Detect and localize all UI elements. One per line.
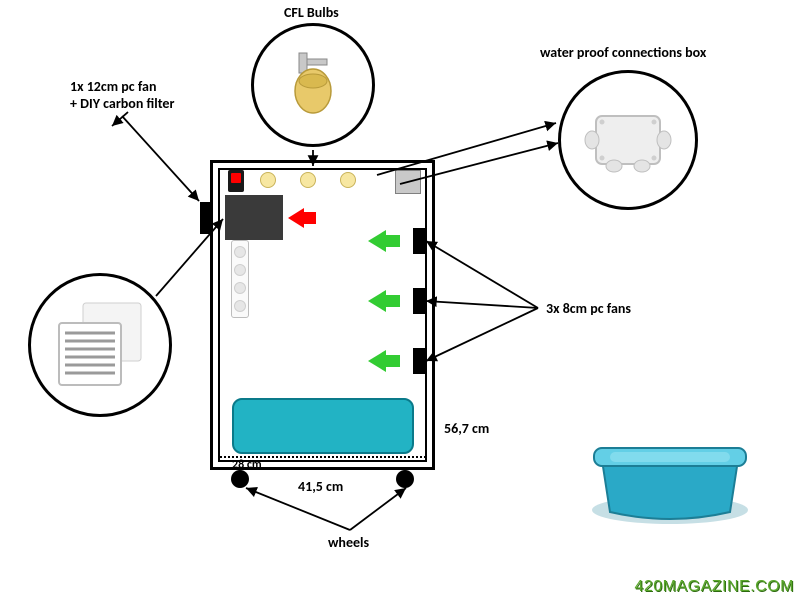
cfl-bulb-icon [273,45,353,125]
intake-fan-1 [413,228,425,254]
label-three-fans: 3x 8cm pc fans [546,300,631,317]
power-socket-4 [234,300,246,312]
wheel-right [396,470,414,488]
power-socket-1 [234,246,246,258]
intake-arrow-1 [368,230,400,252]
connections-box-mini [395,170,421,194]
junction-box-icon [578,100,678,180]
callout-cfl-bulb [251,23,375,147]
callout-waterproof-box [558,70,698,210]
exhaust-arrow [288,208,316,228]
intake-fan-2 [413,288,425,314]
wheel-left [231,470,249,488]
intake-arrow-2 [368,290,400,312]
dim-height: 56,7 cm [444,420,489,437]
storage-tub-icon [580,430,760,530]
cfl-bulb-1 [260,172,276,188]
callout-carbon-filter [28,273,172,417]
power-socket-3 [234,282,246,294]
dim-width: 41,5 cm [298,478,343,495]
label-wheels: wheels [328,534,369,551]
water-tray [232,398,414,454]
label-fan-carbon: 1x 12cm pc fan + DIY carbon filter [70,78,174,112]
exhaust-fan-block [225,195,283,240]
cfl-bulb-3 [340,172,356,188]
label-waterproof-box: water proof connections box [540,44,706,61]
vent-filter-icon [45,295,155,395]
cfl-bulb-2 [300,172,316,188]
dim-depth: 28 cm [232,458,262,472]
intake-fan-3 [413,348,425,374]
power-switch [231,173,241,183]
intake-arrow-3 [368,350,400,372]
left-vent-slot [200,202,212,234]
watermark: 420MAGAZINE.COM [634,578,794,596]
label-fan-carbon-text: 1x 12cm pc fan + DIY carbon filter [70,78,174,112]
power-socket-2 [234,264,246,276]
label-cfl-bulbs: CFL Bulbs [284,4,339,21]
